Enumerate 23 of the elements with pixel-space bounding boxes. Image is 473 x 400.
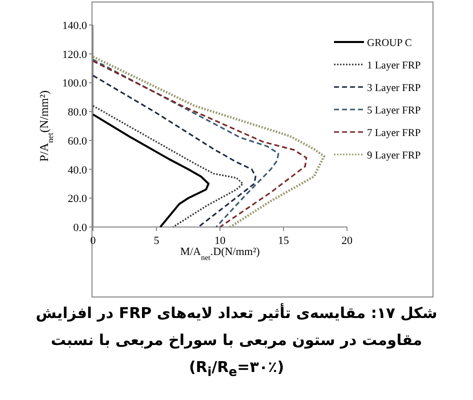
legend-label: 3 Layer FRP — [367, 83, 421, 94]
y-tick-label: 100.0 — [62, 78, 88, 90]
line-series — [92, 113, 210, 228]
x-tick-label: 10 — [214, 235, 226, 247]
y-tick-label: 20.0 — [68, 193, 88, 206]
x-tick-label: 5 — [154, 235, 160, 247]
legend-label: GROUP C — [367, 38, 412, 49]
y-tick-label: 40.0 — [68, 164, 88, 176]
legend-label: 5 Layer FRP — [367, 106, 421, 116]
legend-label: 1 Layer FRP — [367, 60, 421, 72]
y-tick-label: 80.0 — [68, 106, 88, 119]
y-tick-label: 140.0 — [62, 20, 88, 32]
line-series — [92, 105, 244, 228]
line-series — [92, 74, 256, 228]
x-tick-label: 15 — [278, 235, 290, 247]
y-tick-label: 0.0 — [73, 222, 88, 234]
legend-label: 7 Layer FRP — [367, 128, 421, 139]
y-tick-label: 120.0 — [62, 48, 88, 61]
x-tick-label: 0 — [90, 235, 96, 247]
x-tick-label: 20 — [342, 235, 353, 247]
y-tick-label: 60.0 — [68, 135, 88, 148]
legend-label: 9 Layer FRP — [367, 150, 421, 162]
x-axis-title: M/A$_{net}$.D(N/mm²) — [180, 246, 260, 262]
